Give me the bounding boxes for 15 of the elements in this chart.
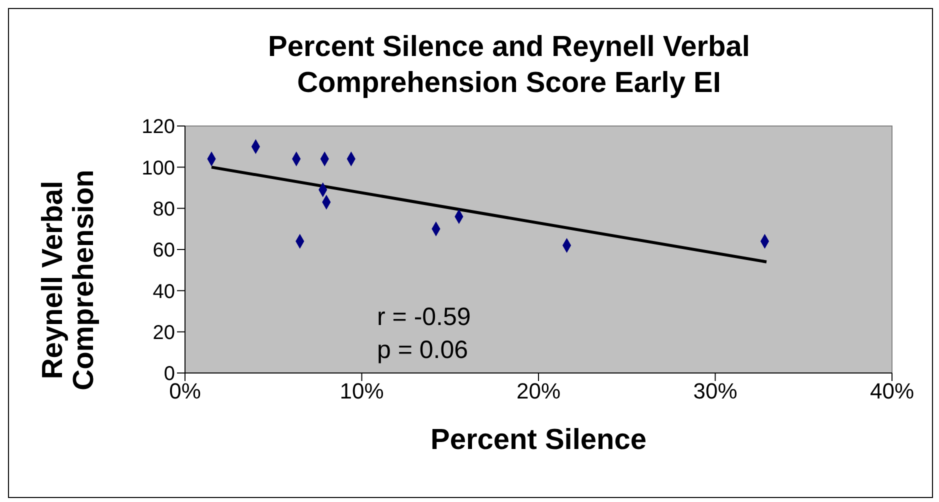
y-tick-label: 120 [142, 116, 175, 138]
annotation: r = -0.59 [377, 303, 471, 332]
x-tick-label: 40% [870, 378, 914, 404]
y-tick-label: 60 [152, 240, 175, 262]
y-tick-label: 100 [142, 157, 175, 180]
y-tick-label: 20 [152, 322, 175, 344]
y-axis-title: Reynell Verbal Comprehension [37, 168, 100, 392]
chart-title: Percent Silence and Reynell Verbal Comprehension Score Early EI [267, 30, 751, 101]
x-tick-label: 10% [340, 378, 384, 404]
y-tick-label: 40 [152, 280, 175, 303]
annotation: p = 0.06 [377, 336, 468, 365]
x-axis-title: Percent Silence [430, 424, 646, 456]
y-tick-label: 80 [152, 198, 175, 220]
x-tick-label: 20% [516, 378, 561, 404]
x-tick-label: 30% [693, 378, 738, 404]
